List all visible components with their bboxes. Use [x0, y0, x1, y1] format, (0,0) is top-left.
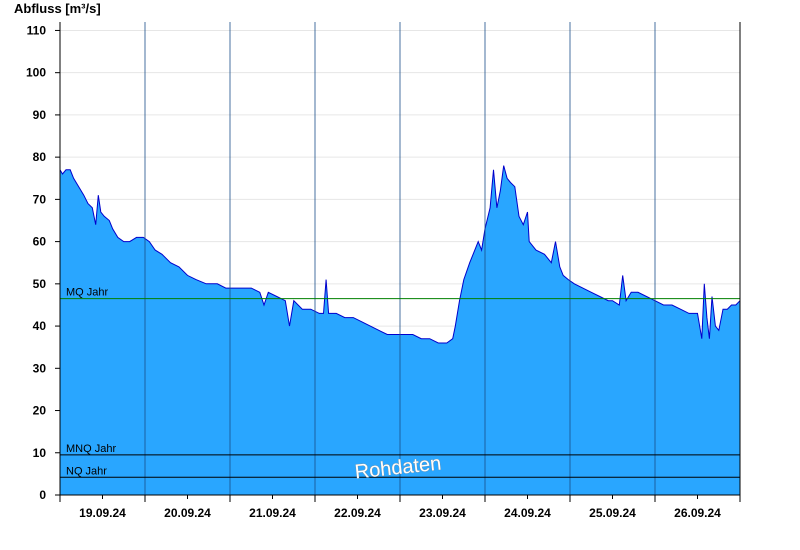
y-tick-label: 10: [33, 446, 47, 460]
y-tick-label: 100: [26, 66, 46, 80]
x-tick-label: 20.09.24: [164, 506, 211, 520]
x-tick-label: 24.09.24: [504, 506, 551, 520]
y-tick-label: 80: [33, 150, 47, 164]
y-tick-label: 40: [33, 319, 47, 333]
y-tick-label: 30: [33, 361, 47, 375]
y-tick-label: 110: [27, 23, 47, 37]
plot-series: [59, 22, 741, 495]
x-tick-label: 23.09.24: [419, 506, 466, 520]
reference-line-label: MNQ Jahr: [66, 443, 116, 455]
x-tick-label: 21.09.24: [249, 506, 296, 520]
x-tick-label: 19.09.24: [79, 506, 126, 520]
reference-line-label: MQ Jahr: [66, 287, 109, 299]
x-tick-label: 26.09.24: [674, 506, 721, 520]
axes: 0 10 20 30 40 50 60 70 80 90 100 110 19.09.24 20.09.2…: [26, 22, 741, 520]
discharge-line: [59, 165, 741, 344]
reference-lines: MQ Jahr MNQ Jahr NQ Jahr: [60, 287, 740, 478]
y-tick-label: 0: [39, 488, 46, 502]
x-tick-label: 22.09.24: [334, 506, 381, 520]
y-tick-label: 60: [33, 235, 47, 249]
y-axis-label: Abfluss [m³/s]: [14, 1, 101, 16]
reference-line-label: NQ Jahr: [66, 465, 107, 477]
y-tick-label: 20: [33, 404, 47, 418]
x-tick-label: 25.09.24: [589, 506, 636, 520]
y-tick-label: 90: [33, 108, 47, 122]
y-tick-label: 50: [33, 277, 47, 291]
y-tick-label: 70: [33, 192, 47, 206]
